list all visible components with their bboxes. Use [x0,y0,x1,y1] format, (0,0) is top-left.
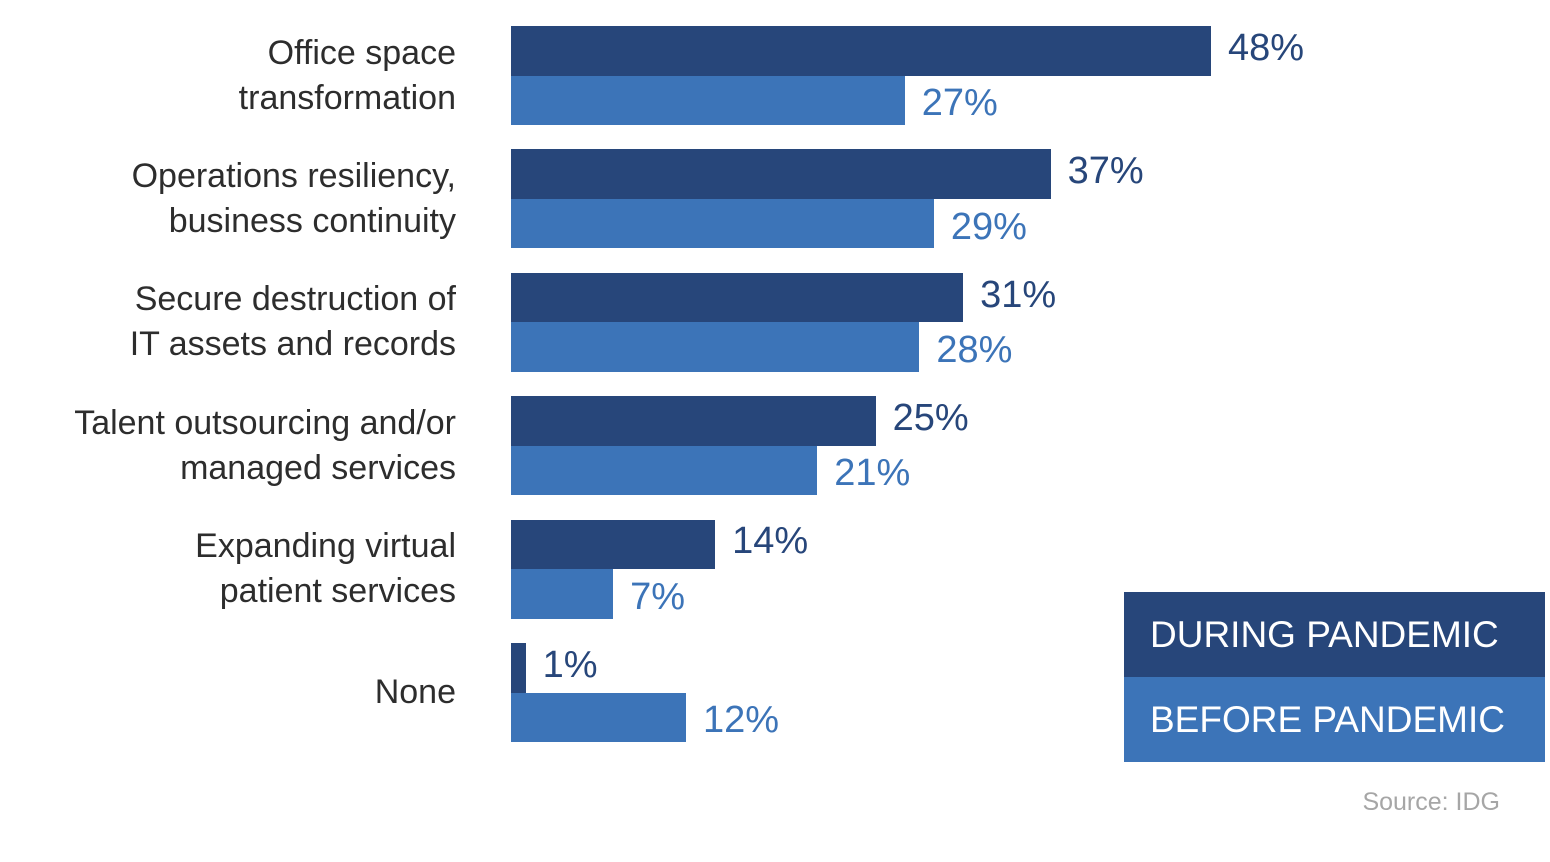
category-label: Operations resiliency, business continui… [131,156,456,240]
source-note: Source: IDG [1362,788,1500,816]
bar [511,272,964,323]
bar [511,445,818,496]
value-label: 37% [1067,150,1144,193]
value-label: 28% [936,329,1013,372]
bar [511,26,1211,76]
bar [511,198,934,249]
value-label: 21% [834,452,911,495]
bar [511,396,876,446]
legend-entry: BEFORE PANDEMIC [1124,677,1545,762]
value-label: 27% [921,82,998,125]
value-label: 31% [980,273,1057,316]
category-label: None [374,673,456,711]
category-label: Talent outsourcing and/or managed servic… [74,403,456,487]
legend-entry: DURING PANDEMIC [1124,592,1545,677]
bar [511,569,614,619]
value-label: 25% [892,396,969,439]
category-label: Secure destruction of IT assets and reco… [129,280,456,364]
value-label: 29% [950,205,1027,248]
value-label: 1% [542,643,598,686]
bar [511,692,686,742]
category-label: Office space transformation [238,33,456,117]
value-label: 48% [1228,26,1305,69]
bar [511,75,905,125]
value-label: 14% [732,520,809,563]
bar [511,643,526,693]
value-label: 7% [630,575,685,618]
bar [511,322,920,372]
bar [511,149,1051,199]
bar [511,519,716,570]
category-label: Expanding virtual patient services [195,527,456,611]
value-label: 12% [703,699,780,742]
